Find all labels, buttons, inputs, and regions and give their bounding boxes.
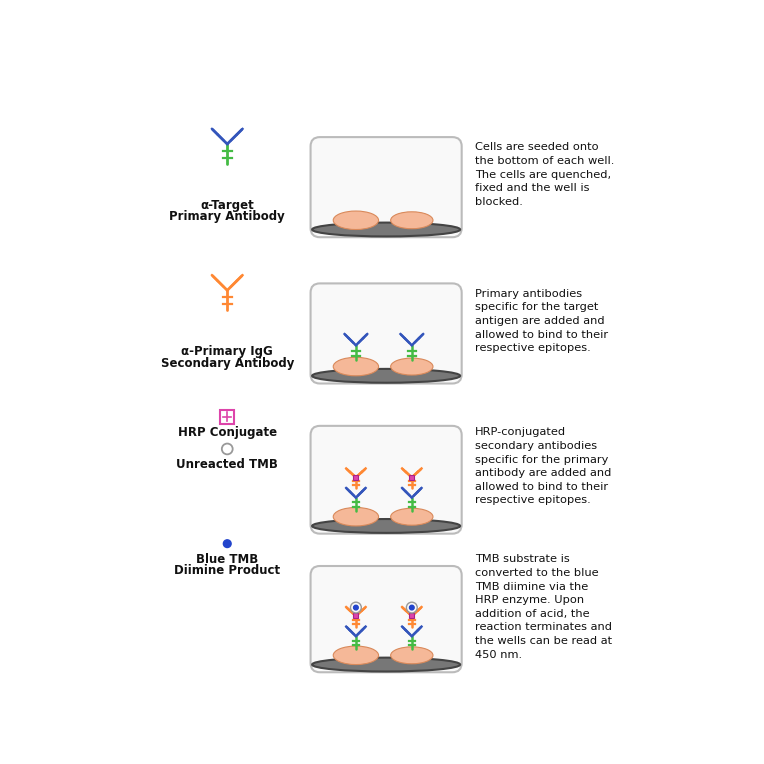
FancyBboxPatch shape [353,474,358,480]
Ellipse shape [333,507,379,526]
Text: TMB substrate is
converted to the blue
TMB diimine via the
HRP enzyme. Upon
addi: TMB substrate is converted to the blue T… [475,555,613,659]
FancyBboxPatch shape [310,137,461,237]
Ellipse shape [333,358,379,376]
Ellipse shape [390,212,433,228]
Ellipse shape [410,605,414,610]
FancyBboxPatch shape [410,613,414,618]
FancyBboxPatch shape [310,283,461,384]
Ellipse shape [312,369,460,383]
Ellipse shape [333,211,379,229]
Ellipse shape [390,647,433,664]
Ellipse shape [333,646,379,665]
FancyBboxPatch shape [310,426,461,534]
Text: Unreacted TMB: Unreacted TMB [176,458,278,471]
Text: Cells are seeded onto
the bottom of each well.
The cells are quenched,
fixed and: Cells are seeded onto the bottom of each… [475,143,614,207]
Text: Primary Antibody: Primary Antibody [170,210,285,223]
Ellipse shape [354,605,358,610]
FancyBboxPatch shape [310,566,461,672]
Text: Blue TMB: Blue TMB [196,553,258,566]
Text: Primary antibodies
specific for the target
antigen are added and
allowed to bind: Primary antibodies specific for the targ… [475,289,608,353]
Ellipse shape [390,508,433,525]
Ellipse shape [312,222,460,236]
Text: α-Primary IgG: α-Primary IgG [181,345,273,358]
Text: Secondary Antibody: Secondary Antibody [160,357,294,370]
FancyBboxPatch shape [353,613,358,618]
FancyBboxPatch shape [410,474,414,480]
Text: Diimine Product: Diimine Product [174,565,280,578]
Text: HRP-conjugated
secondary antibodies
specific for the primary
antibody are added : HRP-conjugated secondary antibodies spec… [475,427,612,506]
Text: α-Target: α-Target [200,199,254,212]
Ellipse shape [223,540,231,548]
Ellipse shape [312,658,460,672]
Ellipse shape [390,358,433,375]
Ellipse shape [312,519,460,533]
Text: HRP Conjugate: HRP Conjugate [178,426,277,439]
